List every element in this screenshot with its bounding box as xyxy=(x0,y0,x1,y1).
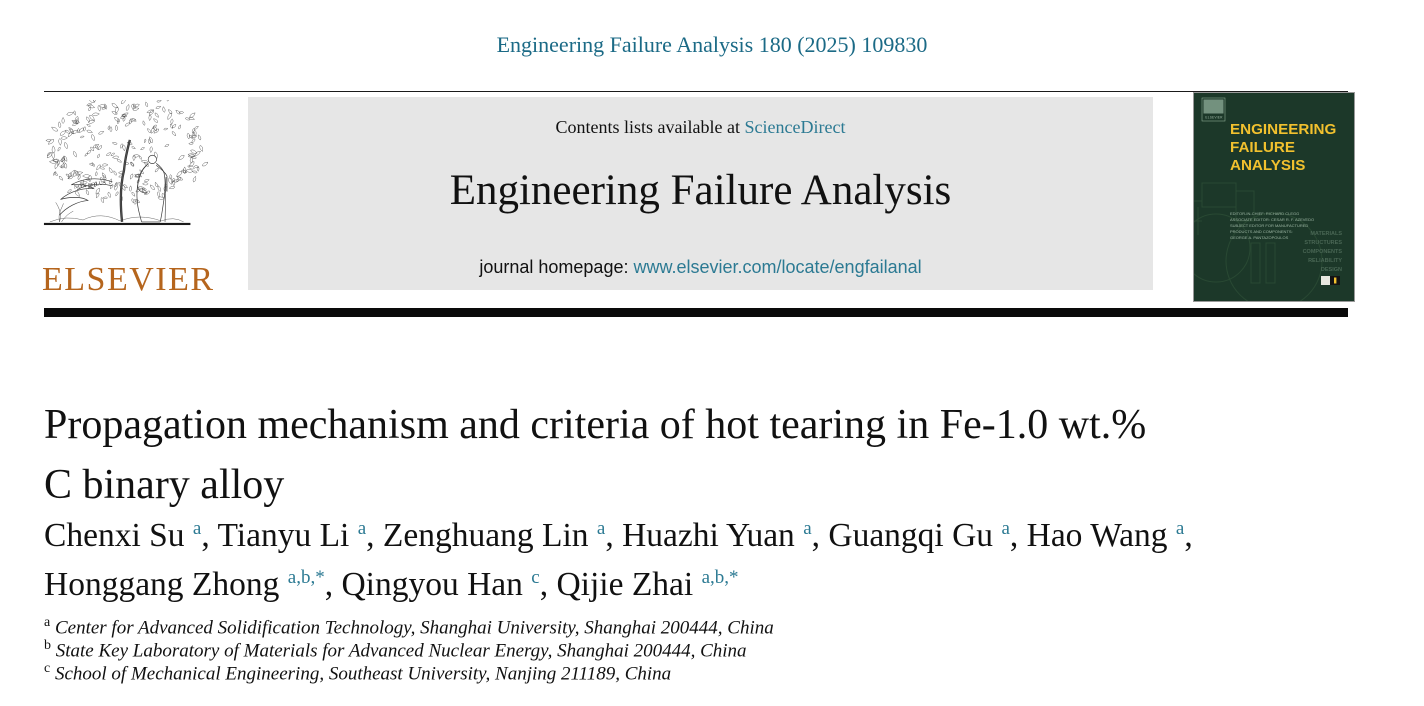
svg-text:PRODUCTS AND COMPONENTS:: PRODUCTS AND COMPONENTS: xyxy=(1230,229,1293,234)
svg-text:COMPONENTS: COMPONENTS xyxy=(1303,249,1343,255)
svg-text:MATERIALS: MATERIALS xyxy=(1310,231,1342,237)
svg-text:ELSEVIER: ELSEVIER xyxy=(1205,116,1223,120)
svg-text:ENGINEERING: ENGINEERING xyxy=(1230,121,1336,138)
svg-text:SUBJECT EDITOR FOR MANUFACTURE: SUBJECT EDITOR FOR MANUFACTURED xyxy=(1230,223,1308,228)
svg-text:RELIABILITY: RELIABILITY xyxy=(1308,258,1342,264)
svg-text:DESIGN: DESIGN xyxy=(1321,267,1342,273)
svg-text:ANALYSIS: ANALYSIS xyxy=(1230,157,1305,174)
svg-text:STRUCTURES: STRUCTURES xyxy=(1304,240,1342,246)
svg-text:FAILURE: FAILURE xyxy=(1230,139,1295,156)
svg-text:GEORGE A. PANTAZOPOULOS: GEORGE A. PANTAZOPOULOS xyxy=(1230,235,1289,240)
svg-text:EDITOR-IN-CHIEF: RICHARD CLEGG: EDITOR-IN-CHIEF: RICHARD CLEGG xyxy=(1230,211,1299,216)
svg-text:ASSOCIATE EDITOR: CESAR R. F.: ASSOCIATE EDITOR: CESAR R. F. AZEVEDO xyxy=(1230,217,1314,222)
